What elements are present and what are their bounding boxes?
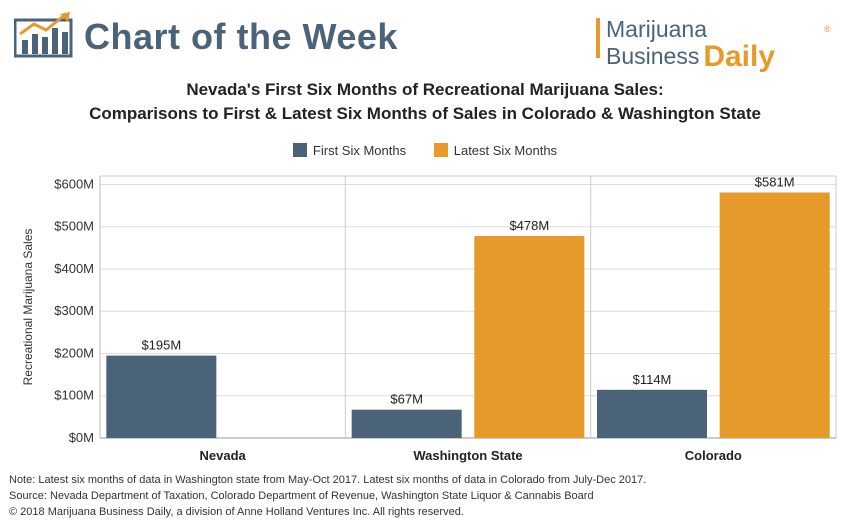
brand-registered-mark: ® (824, 24, 831, 34)
chart-title-line2: Comparisons to First & Latest Six Months… (89, 104, 761, 123)
y-tick-label: $600M (54, 176, 94, 191)
brand-business: Business (606, 43, 700, 69)
legend-item-first: First Six Months (292, 143, 407, 158)
bar (106, 355, 217, 438)
x-tick-label: Washington State (413, 448, 522, 463)
x-tick-label: Nevada (200, 448, 247, 463)
bar (719, 192, 830, 438)
bar-chart: $0M $100M $200M $300M $400M $500M $600M Recreat… (21, 174, 837, 463)
legend-label-latest: Latest Six Months (453, 143, 558, 158)
bar (351, 409, 462, 438)
bar (474, 236, 585, 438)
y-tick-label: $300M (54, 303, 94, 318)
y-tick-label: $100M (54, 388, 94, 403)
y-tick-label: $0M (69, 430, 94, 445)
header-title: Chart of the Week (84, 16, 398, 57)
brand-daily: Daily (703, 40, 776, 73)
footnote-note: Note: Latest six months of data in Washi… (9, 474, 647, 486)
legend-label-first: First Six Months (312, 143, 407, 158)
footnote-copyright: © 2018 Marijuana Business Daily, a divis… (9, 506, 464, 518)
data-label: $67M (390, 392, 423, 407)
data-label: $478M (509, 218, 549, 233)
data-label: $195M (141, 338, 181, 353)
header: Chart of the Week Marijuana Business Dail… (0, 0, 850, 73)
x-tick-label: Colorado (685, 448, 742, 463)
data-label: $581M (755, 174, 795, 189)
legend: First Six Months Latest Six Months (0, 143, 850, 158)
legend-swatch-first (292, 143, 307, 157)
y-tick-label: $500M (54, 219, 94, 234)
y-axis-label: Recreational Marijuana Sales (21, 229, 35, 386)
bar-chart-icon (14, 12, 73, 58)
brand-accent-bar (596, 18, 600, 58)
footnote-source: Source: Nevada Department of Taxation, C… (9, 490, 594, 502)
y-tick-label: $400M (54, 261, 94, 276)
legend-swatch-latest (433, 143, 448, 157)
chart-title-line1: Nevada's First Six Months of Recreationa… (186, 80, 664, 99)
brand-line1: Marijuana (606, 16, 707, 42)
brand-logo: Marijuana Business Daily ® (596, 14, 836, 73)
y-tick-label: $200M (54, 345, 94, 360)
bar (597, 389, 707, 438)
legend-item-latest: Latest Six Months (433, 143, 558, 158)
brand-line2: Business Daily (606, 38, 776, 73)
data-label: $114M (633, 372, 672, 387)
